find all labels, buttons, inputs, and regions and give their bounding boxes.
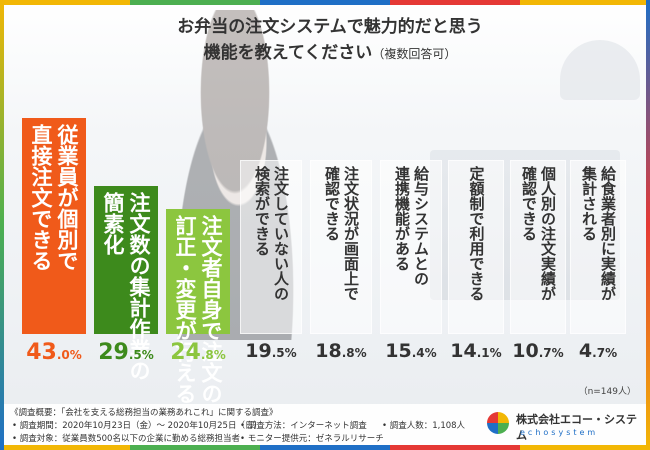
fbot-stripe-0 (0, 445, 130, 450)
value-label-5-unit: % (354, 346, 367, 360)
frame-bottom (0, 445, 650, 450)
bar-9-label-line-2: 集計される (580, 166, 598, 241)
value-label-8-integer: 10 (512, 340, 539, 362)
value-label-4: 19.5% (236, 340, 306, 362)
survey-footer: 《調査概要：「会社を支える総務担当の業務あれこれ」に関する調査》 • 調査期間：… (4, 404, 646, 445)
value-label-9: 4.7% (566, 340, 630, 362)
company-name-sub: echosystem (520, 428, 599, 437)
value-label-2-unit: % (141, 348, 154, 362)
value-label-7: 14.1% (444, 340, 508, 362)
bar-1: 従業員が個別で 直接注文できる (22, 118, 86, 334)
value-label-1-decimal: .0 (56, 348, 70, 362)
value-label-2-integer: 29 (98, 340, 129, 365)
survey-provider: • モニター提供元：ゼネラルリサーチ (240, 434, 384, 444)
value-label-7-decimal: .1 (476, 346, 490, 360)
value-label-8-decimal: .7 (538, 346, 552, 360)
value-label-6: 15.4% (376, 340, 446, 362)
survey-title: 《調査概要：「会社を支える総務担当の業務あれこれ」に関する調査》 (10, 408, 278, 418)
bar-1-label-line-1: 従業員が個別で (55, 124, 79, 271)
bar-2-label-line-2: 簡素化 (101, 192, 125, 255)
fbot-stripe-1 (130, 445, 260, 450)
value-label-2: 29.5% (90, 340, 162, 365)
value-label-8-unit: % (551, 346, 564, 360)
bar-9: 給食業者別に実績が 集計される (570, 160, 626, 334)
bar-9-label-line-1: 給食業者別に実績が (599, 166, 617, 301)
company-name: 株式会社エコー・システム (516, 413, 637, 442)
fbot-stripe-4 (520, 445, 650, 450)
bar-6-label-line-1: 給与システムとの (412, 166, 430, 286)
bar-8-label-line-1: 個人別の注文実績が (539, 166, 557, 301)
bar-5: 注文状況が画面上で 確認できる (310, 160, 372, 334)
value-label-5: 18.8% (306, 340, 376, 362)
value-label-3: 24.8% (162, 340, 234, 365)
survey-period: • 調査期間：2020年10月23日（金）～ 2020年10月25日（日） (12, 421, 262, 431)
value-label-5-decimal: .8 (341, 346, 355, 360)
survey-target: • 調査対象：従業員数500名以下の企業に勤める総務担当者 (12, 434, 240, 444)
survey-method: • 調査方法：インターネット調査 (240, 421, 367, 431)
title-line-1: お弁当の注文システムで魅力的だと思う (177, 17, 483, 37)
value-label-9-unit: % (605, 346, 618, 360)
bar-8-label-line-2: 確認できる (520, 166, 538, 241)
sample-size-note: （n=149人） (578, 387, 636, 397)
title-line-2: 機能を教えてください（複数回答可） (120, 40, 540, 67)
bar-4-label-line-1: 注文していない人の (272, 166, 290, 301)
chart-title: お弁当の注文システムで魅力的だと思う 機能を教えてください（複数回答可） (120, 14, 540, 67)
value-label-2-decimal: .5 (128, 348, 142, 362)
bar-7-label-line-1: 定額制で利用できる (467, 166, 486, 301)
background-lamp-photo (560, 40, 640, 100)
bar-6-label-line-2: 連携機能がある (393, 166, 411, 271)
fbot-stripe-3 (390, 445, 520, 450)
company-logo-icon (487, 412, 509, 434)
value-label-7-unit: % (489, 346, 502, 360)
value-label-3-integer: 24 (170, 340, 201, 365)
value-label-6-decimal: .4 (411, 346, 425, 360)
title-note: （複数回答可） (372, 47, 457, 61)
value-label-5-integer: 18 (315, 340, 342, 362)
frame-left (0, 0, 4, 450)
value-label-1-integer: 43 (26, 340, 57, 365)
survey-count: • 調査人数：1,108人 (382, 421, 466, 431)
bar-2-label-line-1: 注文数の集計作業の (127, 192, 151, 381)
value-label-4-integer: 19 (245, 340, 272, 362)
value-label-3-unit: % (213, 348, 226, 362)
bar-5-label-line-2: 確認できる (323, 166, 341, 241)
ftop-stripe-0 (0, 0, 130, 5)
bar-3-label-line-2: 訂正・変更が行える (173, 215, 197, 404)
value-label-1: 43.0% (18, 340, 90, 365)
bar-6: 給与システムとの 連携機能がある (380, 160, 442, 334)
value-label-7-integer: 14 (450, 340, 477, 362)
bar-3-label-line-1: 注文者自身で注文の (199, 215, 223, 404)
ftop-stripe-2 (260, 0, 390, 5)
bar-4-label-line-2: 検索ができる (253, 166, 271, 256)
ftop-stripe-3 (390, 0, 520, 5)
bar-2: 注文数の集計作業の 簡素化 (94, 186, 158, 381)
frame-right (646, 0, 650, 450)
value-label-3-decimal: .8 (200, 348, 214, 362)
bar-3: 注文者自身で注文の 訂正・変更が行える (166, 209, 230, 404)
bar-5-label-line-1: 注文状況が画面上で (342, 166, 360, 301)
bar-8: 個人別の注文実績が 確認できる (510, 160, 566, 334)
value-label-9-decimal: .7 (592, 346, 606, 360)
frame-top (0, 0, 650, 5)
value-label-1-unit: % (69, 348, 82, 362)
value-label-4-decimal: .5 (271, 346, 285, 360)
bar-4: 注文していない人の 検索ができる (240, 160, 302, 334)
bar-7: 定額制で利用できる (448, 160, 504, 334)
value-label-4-unit: % (284, 346, 297, 360)
fbot-stripe-2 (260, 445, 390, 450)
ftop-stripe-1 (130, 0, 260, 5)
value-label-6-unit: % (424, 346, 437, 360)
title-line-2-main: 機能を教えてください (203, 43, 373, 63)
value-label-8: 10.7% (506, 340, 570, 362)
value-label-9-integer: 4 (578, 340, 593, 362)
value-label-6-integer: 15 (385, 340, 412, 362)
ftop-stripe-4 (520, 0, 650, 5)
bar-1-label-line-2: 直接注文できる (29, 124, 53, 271)
